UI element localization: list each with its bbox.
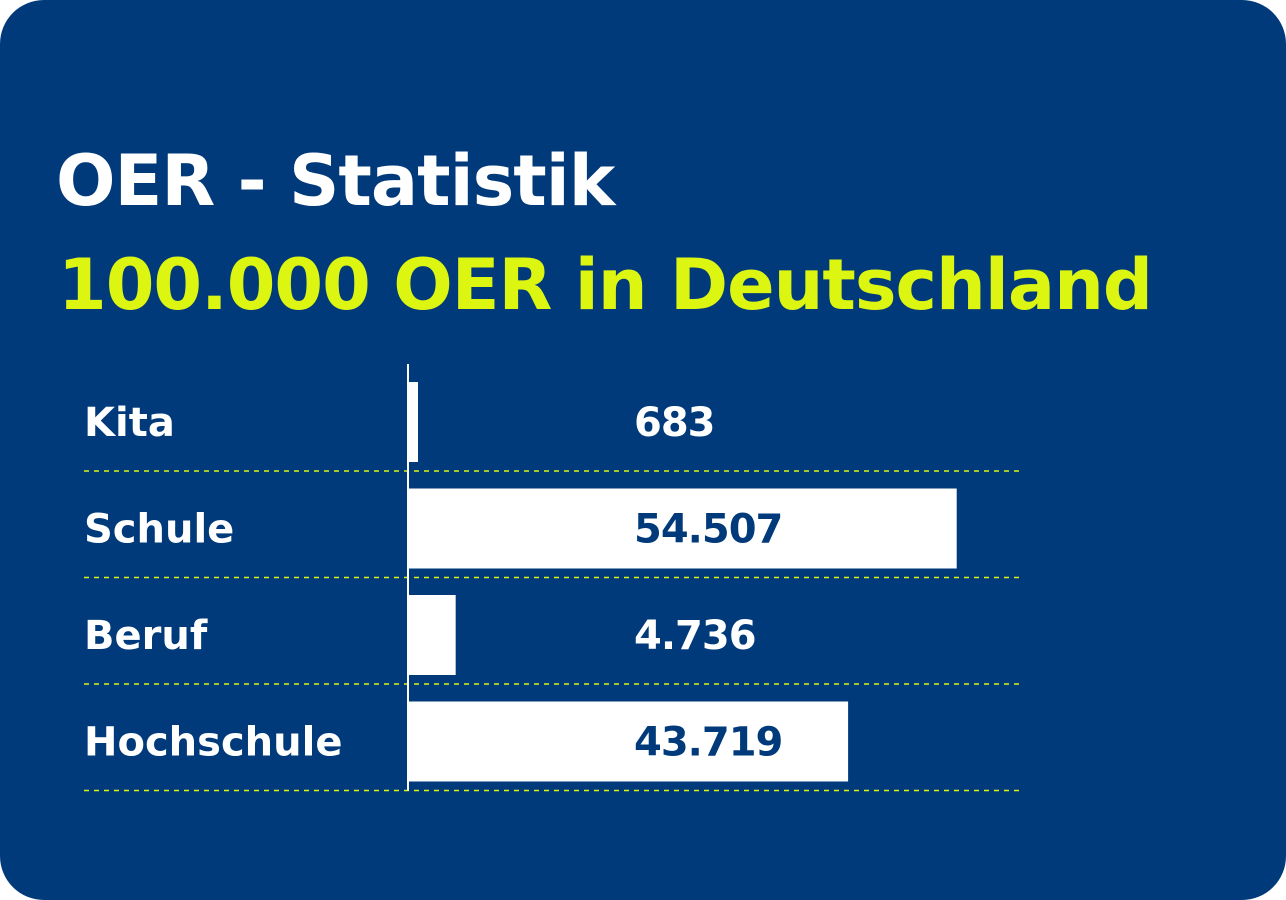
bar-beruf [408,595,456,675]
value-label-schule: 54.507 [634,507,782,553]
bar-hochschule [408,701,849,782]
category-label-kita: Kita [84,400,175,446]
category-label-beruf: Beruf [84,613,208,659]
chart-title: OER - Statistik [56,140,615,222]
value-label-kita: 683 [634,400,715,446]
bar-kita [408,382,418,462]
value-label-hochschule: 43.719 [634,720,782,766]
category-label-hochschule: Hochschule [84,720,342,766]
bar-schule [408,488,957,569]
chart-subtitle: 100.000 OER in Deutschland [58,244,1153,326]
value-label-beruf: 4.736 [634,613,756,659]
category-label-schule: Schule [84,507,234,553]
